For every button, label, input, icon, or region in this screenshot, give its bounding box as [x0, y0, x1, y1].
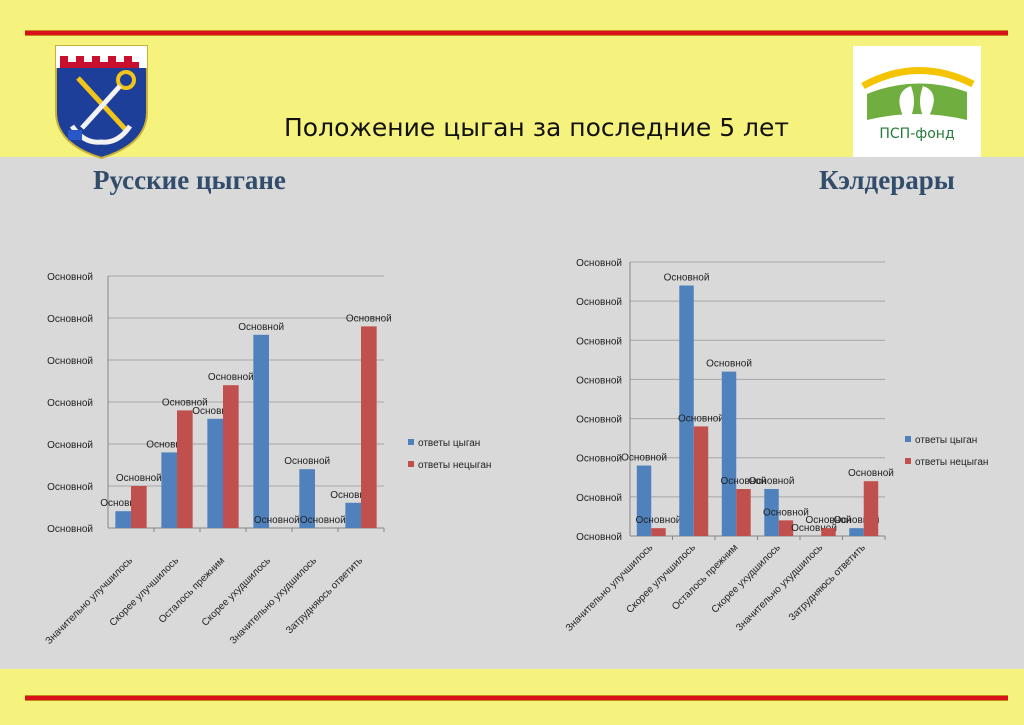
legend-swatch [905, 458, 911, 464]
data-label: Основной [834, 515, 880, 526]
y-tick-label: Основной [47, 356, 93, 367]
bar [679, 285, 694, 536]
data-label: Основной [238, 322, 284, 333]
charts-panel [0, 157, 1024, 669]
legend-label: ответы цыган [915, 435, 977, 446]
left-chart-heading: Русские цыгане [93, 165, 286, 195]
bar [161, 452, 177, 528]
bar [863, 481, 879, 536]
legend-swatch [408, 461, 414, 467]
bottom-rule [25, 695, 1008, 701]
bar [299, 469, 315, 528]
data-label: Основной [100, 498, 146, 509]
bar [131, 486, 147, 528]
bar [764, 489, 779, 536]
sprout-logo-icon [861, 67, 975, 120]
y-tick-label: Основной [576, 532, 622, 543]
y-tick-label: Основной [47, 482, 93, 493]
bar [778, 520, 794, 536]
logo-text: ПСП-фонд [879, 126, 955, 142]
x-category-label: Затрудняюсь ответить [787, 542, 868, 623]
page-title: Положение цыган за последние 5 лет [284, 113, 789, 142]
data-label: Основной [664, 272, 710, 283]
bar [177, 410, 193, 528]
data-label: Основной [678, 413, 724, 424]
data-label: Основной [749, 476, 795, 487]
data-label: Основной [254, 515, 300, 526]
bar [345, 502, 361, 528]
data-label: Основной [848, 468, 894, 479]
bar [636, 465, 652, 536]
data-label: Основной [763, 507, 809, 518]
bar [115, 511, 131, 528]
y-tick-label: Основной [576, 415, 622, 426]
data-label: Основной [706, 359, 752, 370]
y-tick-label: Основной [47, 314, 93, 325]
legend-label: ответы цыган [418, 438, 480, 449]
x-category-label: Значительно ухудшилось [734, 542, 825, 633]
data-label: Основной [208, 372, 254, 383]
bar [223, 385, 239, 528]
bar [253, 334, 269, 528]
y-tick-label: Основной [47, 272, 93, 283]
y-tick-label: Основной [47, 398, 93, 409]
y-tick-label: Основной [576, 454, 622, 465]
bar [361, 326, 377, 528]
y-tick-label: Основной [576, 493, 622, 504]
legend-swatch [408, 439, 414, 445]
data-label: Основной [806, 515, 852, 526]
data-label: Основной [636, 515, 682, 526]
data-label: Основной [192, 406, 238, 417]
y-tick-label: Основной [47, 524, 93, 535]
y-tick-label: Основной [47, 440, 93, 451]
bar [693, 426, 709, 536]
y-tick-label: Основной [576, 336, 622, 347]
y-tick-label: Основной [576, 375, 622, 386]
data-label: Основной [162, 397, 208, 408]
data-label: Основной [284, 456, 330, 467]
bar [207, 418, 223, 528]
y-tick-label: Основной [576, 297, 622, 308]
y-tick-label: Основной [576, 258, 622, 269]
top-rule [25, 30, 1008, 36]
data-label: Основной [330, 490, 376, 501]
legend-label: ответы нецыган [418, 460, 491, 471]
psp-fund-logo: ПСП-фонд [853, 46, 981, 157]
bar [736, 489, 751, 536]
right-chart-heading: Кэлдерары [819, 165, 955, 195]
bar [721, 371, 737, 536]
data-label: Основной [146, 439, 192, 450]
coat-of-arms-icon [55, 45, 148, 160]
data-label: Основной [621, 453, 667, 464]
data-label: Основной [300, 515, 346, 526]
bar [651, 528, 666, 536]
x-category-label: Значительно улучшилось [564, 542, 656, 634]
legend-swatch [905, 436, 911, 442]
legend-label: ответы нецыган [915, 457, 988, 468]
data-label: Основной [721, 476, 767, 487]
data-label: Основной [346, 313, 392, 324]
bar [821, 528, 836, 536]
data-label: Основной [791, 523, 837, 534]
data-label: Основной [116, 473, 162, 484]
bar [849, 528, 864, 536]
